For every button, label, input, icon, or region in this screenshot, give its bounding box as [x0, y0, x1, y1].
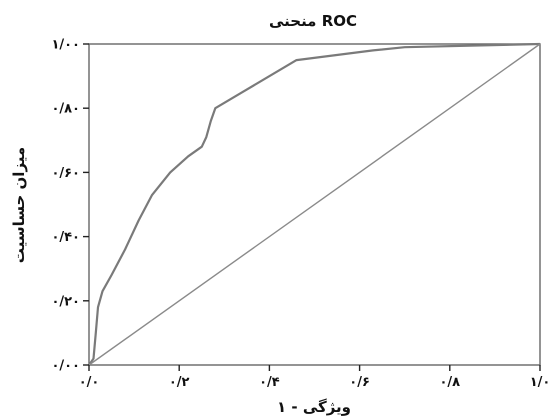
y-tick-label: ۱/۰۰	[51, 38, 80, 53]
y-axis-label: میزان حساسیت	[10, 147, 28, 263]
y-tick-label: ۰/۲۰	[51, 294, 80, 309]
chart-marks	[88, 42, 541, 366]
y-tick-label: ۰/۸۰	[51, 102, 80, 117]
x-tick-label: ۰/۲	[169, 375, 190, 390]
x-axis: ۰/۰ ۰/۲ ۰/۴ ۰/۶ ۰/۸ ۱/۰	[79, 365, 551, 390]
x-tick-label: ۰/۰	[79, 375, 100, 390]
x-tick-label: ۰/۸	[439, 375, 460, 390]
roc-curve-line	[88, 42, 541, 366]
chart-title: منحنی ROC	[269, 12, 357, 30]
reference-diagonal-line	[88, 43, 541, 366]
y-tick-label: ۰/۴۰	[51, 230, 80, 245]
y-tick-label: ۰/۶۰	[51, 166, 80, 181]
x-tick-label: ۰/۶	[349, 375, 370, 390]
y-tick-label: ۰/۰۰	[51, 359, 80, 374]
x-tick-label: ۱/۰	[530, 375, 551, 390]
x-axis-label: ۱ - ویژگی	[277, 398, 351, 416]
x-tick-label: ۰/۴	[259, 375, 280, 390]
y-axis: ۰/۰۰ ۰/۲۰ ۰/۴۰ ۰/۶۰ ۰/۸۰ ۱/۰۰	[51, 38, 89, 374]
